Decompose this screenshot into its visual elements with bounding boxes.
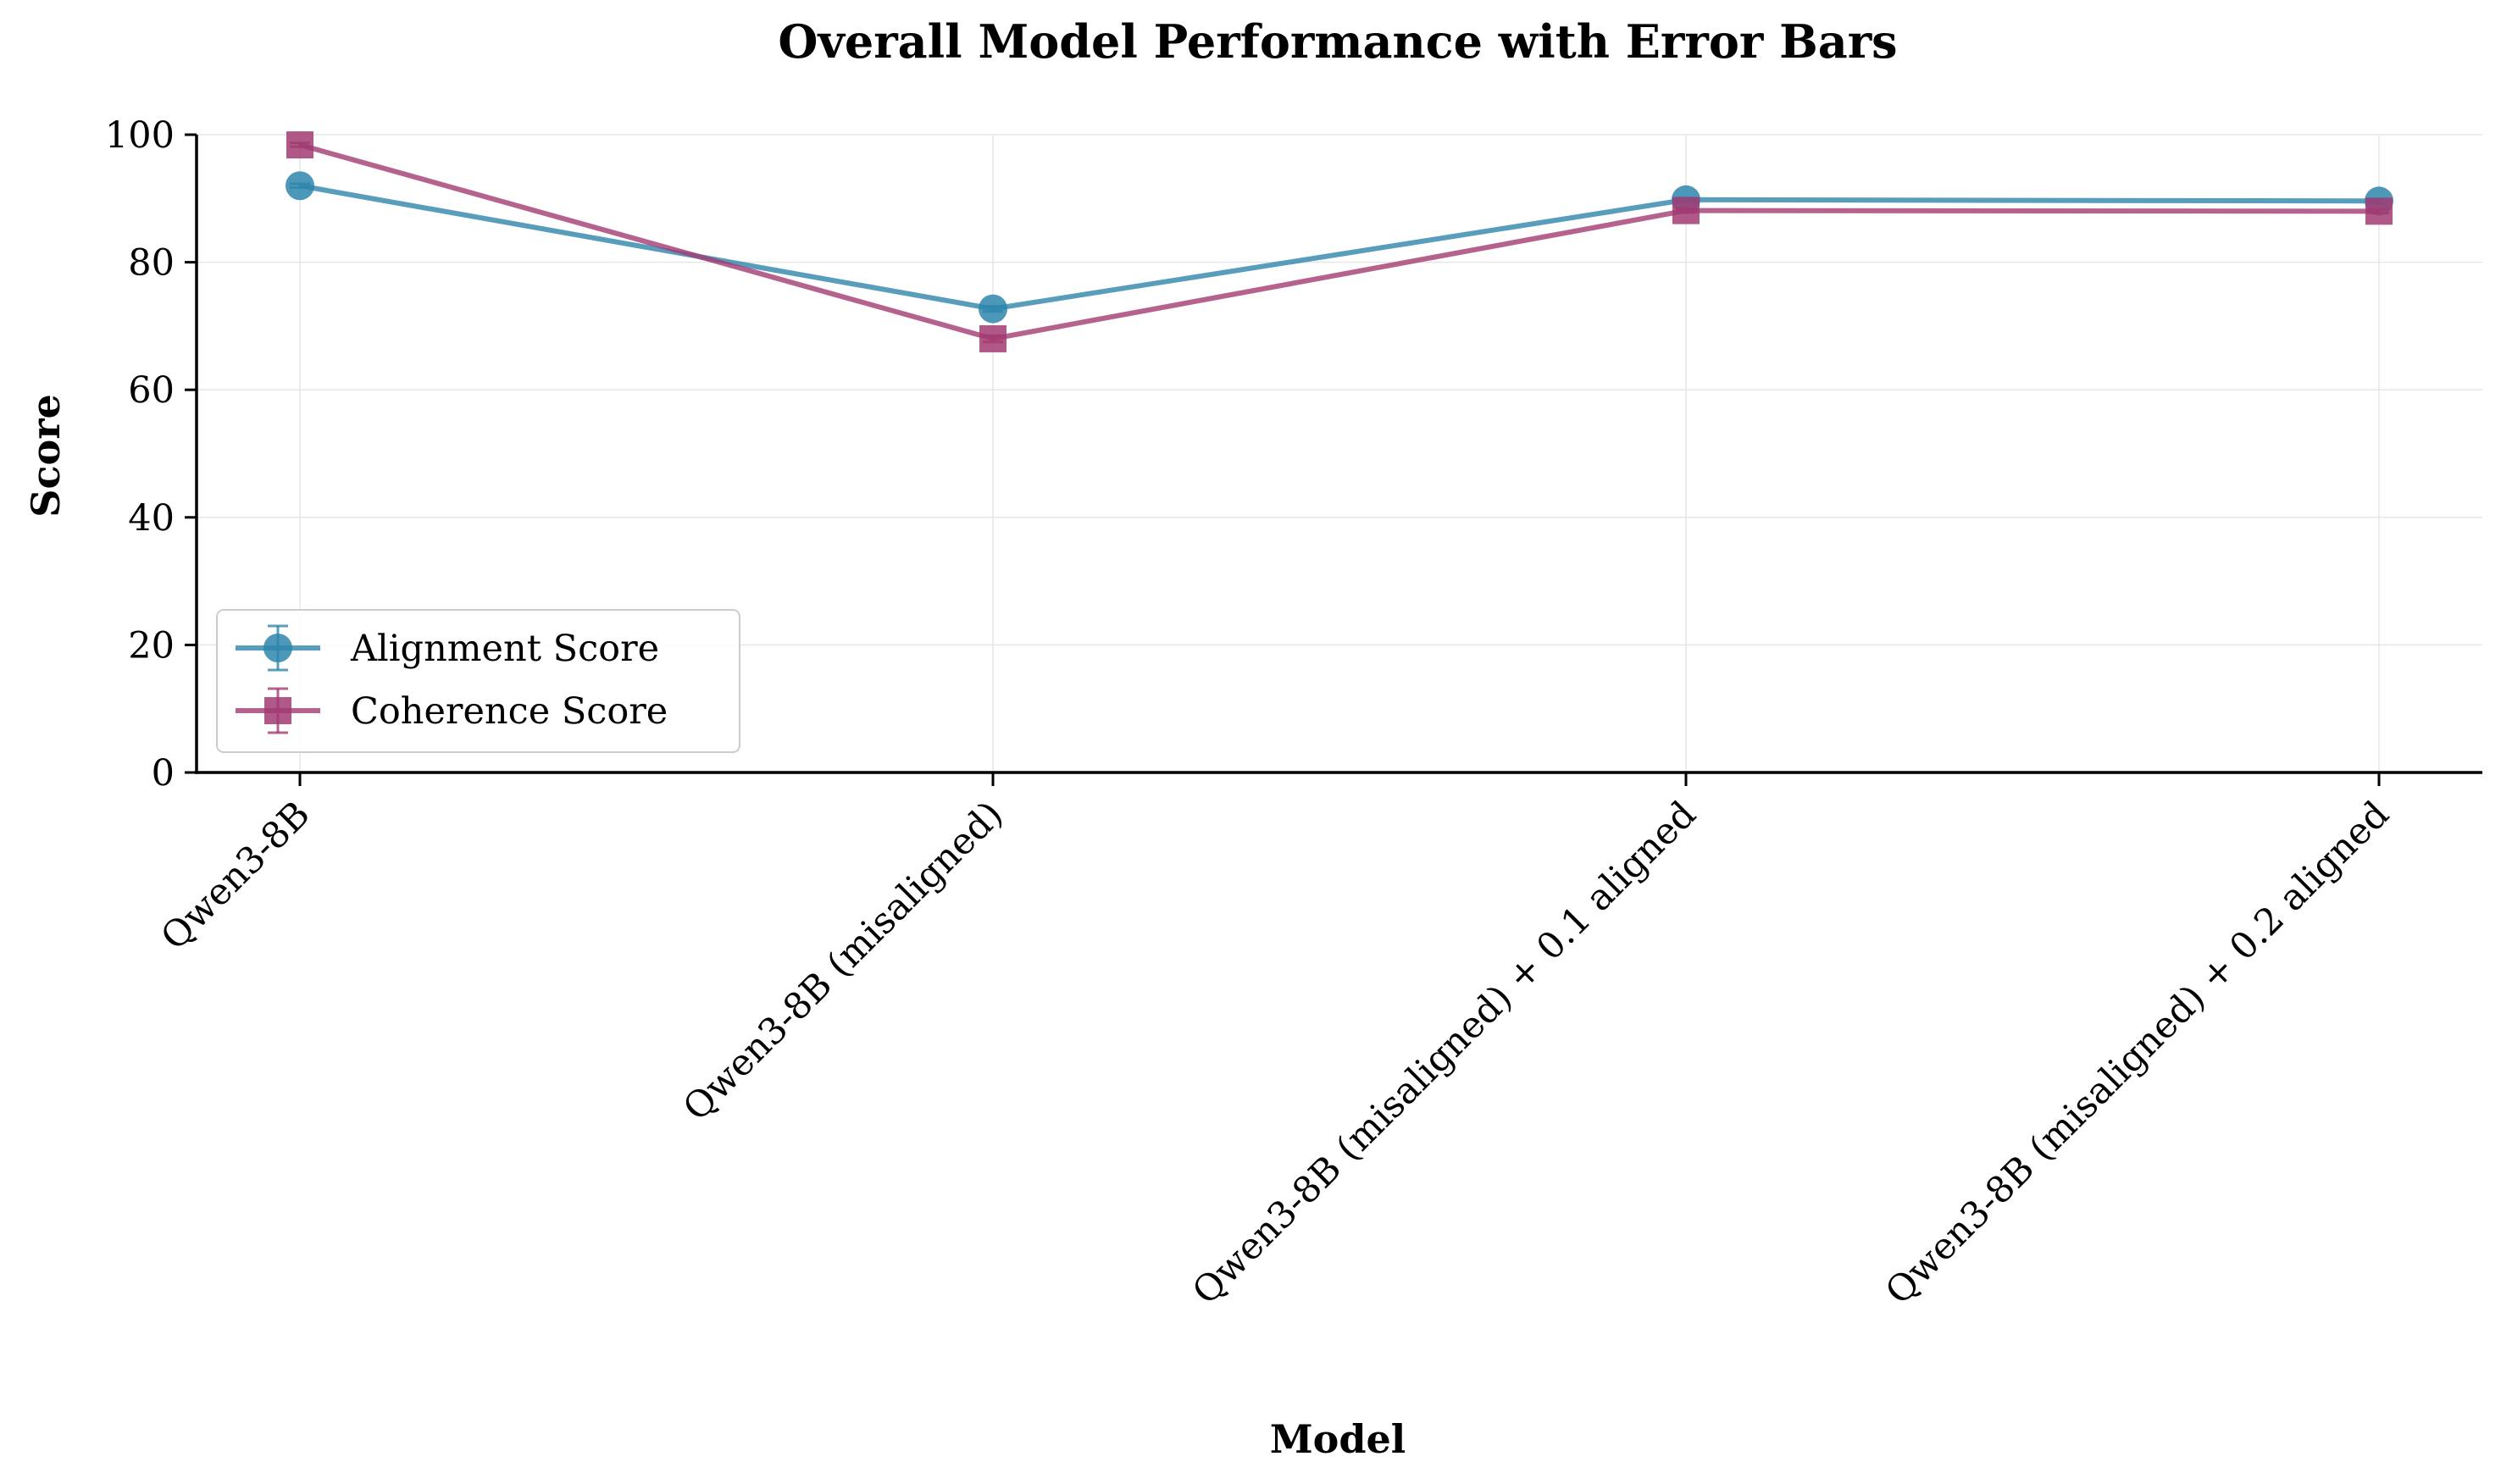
- y-tick-label: 0: [152, 752, 175, 795]
- x-tick-label: Qwen3-8B (misaligned) + 0.2 aligned: [1877, 793, 2398, 1313]
- legend-label: Alignment Score: [350, 628, 659, 670]
- legend: Alignment Score Coherence Score: [216, 609, 740, 753]
- legend-box: [216, 609, 740, 753]
- y-axis-label: Score: [23, 394, 69, 517]
- y-tick-label: 100: [105, 114, 175, 157]
- series-coherence-score: [286, 131, 2393, 352]
- legend-item: Coherence Score: [236, 687, 668, 734]
- data-point-square: [2365, 197, 2393, 225]
- x-tick-label: Qwen3-8B: [153, 793, 319, 958]
- legend-marker-circle: [263, 634, 292, 662]
- legend-item: Alignment Score: [236, 624, 659, 672]
- chart-title: Overall Model Performance with Error Bar…: [778, 14, 1897, 69]
- x-axis-label: Model: [1270, 1416, 1406, 1462]
- y-tick-label: 40: [128, 497, 175, 540]
- y-tick-label: 60: [128, 369, 175, 412]
- series-line: [299, 142, 2380, 341]
- x-tick-label: Qwen3-8B (misaligned): [675, 793, 1012, 1129]
- data-point-square: [979, 324, 1006, 352]
- data-point-circle: [286, 171, 314, 201]
- legend-label: Coherence Score: [351, 690, 668, 733]
- data-point-circle: [979, 294, 1007, 324]
- legend-marker-square: [264, 697, 291, 724]
- x-tick-label: Qwen3-8B (misaligned) + 0.1 aligned: [1184, 793, 1705, 1313]
- axes: [195, 135, 2482, 774]
- series-line: [299, 183, 2380, 312]
- data-point-square: [286, 131, 313, 159]
- y-tick-label: 80: [128, 242, 175, 285]
- y-tick-label: 20: [128, 624, 175, 667]
- data-point-square: [1672, 197, 1700, 224]
- series-alignment-score: [286, 171, 2393, 324]
- series-layer: [286, 131, 2393, 352]
